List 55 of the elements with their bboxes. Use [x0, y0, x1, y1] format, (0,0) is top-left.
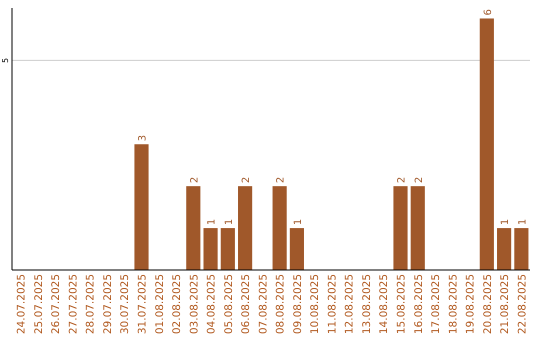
bar	[220, 228, 235, 270]
x-tick-label: 28.07.2025	[84, 274, 97, 334]
x-tick-label: 04.08.2025	[206, 274, 218, 334]
x-tick-label: 19.08.2025	[464, 274, 477, 334]
x-tick-label: 09.08.2025	[292, 274, 304, 334]
bar	[186, 186, 200, 270]
bar	[134, 144, 149, 270]
x-tick-label: 10.08.2025	[309, 274, 322, 334]
y-tick-label: 5	[1, 58, 10, 63]
bar	[410, 186, 425, 270]
data-label: 2	[396, 176, 408, 184]
x-tick-label: 15.08.2025	[396, 274, 408, 334]
x-tick-label: 02.08.2025	[171, 274, 184, 334]
data-label: 1	[224, 218, 235, 226]
data-label: 2	[276, 176, 287, 184]
x-tick-label: 22.08.2025	[516, 274, 528, 334]
x-tick-label: 14.08.2025	[378, 274, 390, 334]
x-tick-label: 16.08.2025	[412, 274, 425, 334]
data-label: 3	[138, 134, 148, 142]
x-tick-label: 25.07.2025	[32, 274, 45, 334]
x-tick-label: 31.07.2025	[136, 274, 148, 334]
bar	[203, 228, 218, 270]
bar	[480, 18, 494, 270]
x-tick-label: 13.08.2025	[360, 274, 373, 334]
bar	[272, 186, 287, 270]
x-tick-label: 05.08.2025	[222, 274, 235, 334]
x-tick-label: 06.08.2025	[240, 274, 252, 334]
x-tick-label: 18.08.2025	[447, 274, 460, 334]
data-label: 6	[482, 9, 494, 16]
data-label: 2	[189, 176, 200, 184]
bar	[393, 186, 408, 270]
data-label: 1	[500, 218, 512, 226]
bar	[290, 228, 304, 270]
data-label: 2	[414, 176, 425, 184]
bar	[238, 186, 252, 270]
x-tick-label: 07.08.2025	[257, 274, 270, 334]
x-tick-label: 20.08.2025	[482, 274, 494, 334]
data-label: 1	[517, 218, 528, 226]
x-tick-label: 30.07.2025	[119, 274, 132, 334]
x-tick-label: 26.07.2025	[50, 274, 62, 334]
x-tick-label: 01.08.2025	[154, 274, 166, 334]
x-tick-label: 29.07.2025	[102, 274, 114, 334]
x-tick-label: 03.08.2025	[188, 274, 200, 334]
x-tick-label: 17.08.2025	[430, 274, 442, 334]
x-tick-label: 21.08.2025	[499, 274, 512, 334]
x-tick-label: 08.08.2025	[274, 274, 287, 334]
x-tick-label: 12.08.2025	[344, 274, 356, 334]
bar	[497, 228, 512, 270]
bar	[514, 228, 528, 270]
x-tick-label: 27.07.2025	[67, 274, 80, 334]
data-label: 1	[292, 218, 304, 226]
x-tick-label: 11.08.2025	[326, 274, 338, 334]
x-tick-label: 24.07.2025	[16, 274, 28, 334]
data-label: 1	[206, 218, 218, 226]
data-label: 2	[241, 176, 252, 184]
